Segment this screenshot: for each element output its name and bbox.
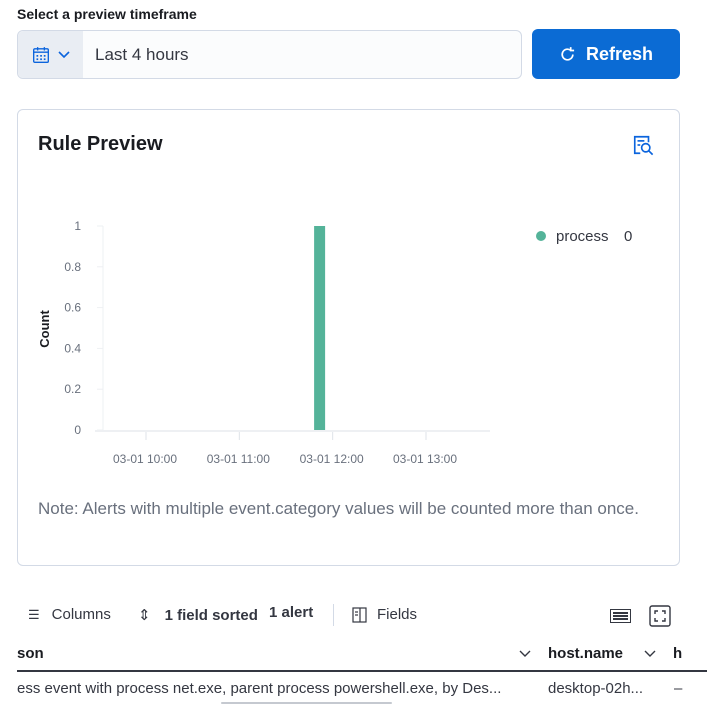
cell-host-name: desktop-02h...	[548, 680, 644, 697]
x-tick-label: 03-01 11:00	[207, 452, 270, 466]
y-tick-label: 1	[74, 219, 81, 233]
fullscreen-icon[interactable]	[649, 605, 671, 627]
list-icon: ☰	[28, 606, 40, 622]
legend-label[interactable]: process	[556, 228, 609, 245]
y-tick-label: 0.4	[64, 341, 81, 355]
column-header-reason[interactable]: son	[17, 645, 44, 662]
legend-value: 0	[624, 228, 632, 245]
calendar-icon	[32, 46, 49, 63]
fields-icon	[352, 606, 367, 623]
keyboard-icon[interactable]	[610, 609, 631, 623]
alert-count: 1 alert	[269, 604, 314, 621]
refresh-icon	[561, 46, 575, 61]
y-tick-label: 0.2	[64, 382, 81, 396]
sort-button[interactable]: ⇕ 1 field sorted	[138, 606, 258, 625]
column-header-next[interactable]: h	[673, 645, 683, 662]
y-tick-label: 0	[74, 423, 81, 437]
timeframe-value: Last 4 hours	[95, 44, 189, 64]
x-tick-label: 03-01 13:00	[393, 452, 457, 466]
fields-button[interactable]: Fields	[352, 606, 417, 623]
bar[interactable]	[314, 226, 326, 430]
chevron-down-icon[interactable]	[644, 650, 656, 658]
cell-reason: ess event with process net.exe, parent p…	[17, 680, 502, 697]
chevron-down-icon	[57, 50, 70, 58]
timeframe-picker[interactable]: Last 4 hours	[17, 30, 522, 79]
y-tick-label: 0.8	[64, 260, 81, 274]
header-divider	[17, 670, 707, 672]
inspect-icon[interactable]	[632, 134, 654, 156]
quick-select-button[interactable]	[18, 31, 83, 78]
legend-swatch	[536, 231, 546, 241]
divider	[333, 604, 334, 626]
y-tick-label: 0.6	[64, 301, 81, 315]
preview-note: Note: Alerts with multiple event.categor…	[38, 499, 639, 518]
column-header-host-name[interactable]: host.name	[548, 645, 624, 662]
columns-button[interactable]: ☰ Columns	[28, 606, 111, 623]
horizontal-scrollbar[interactable]	[221, 702, 392, 704]
chevron-down-icon[interactable]	[519, 650, 531, 658]
preview-chart: 0 0.2 0.4 0.6 0.8 1 03-01 10:00 03-01 11:00 03-0…	[37, 219, 632, 466]
rule-preview-panel	[17, 109, 680, 566]
cell-next: –	[674, 680, 683, 697]
x-tick-label: 03-01 12:00	[300, 452, 364, 466]
refresh-button[interactable]: Refresh	[532, 29, 680, 79]
timeframe-label: Select a preview timeframe	[17, 6, 197, 22]
refresh-label: Refresh	[585, 43, 654, 64]
y-axis-title: Count	[37, 310, 52, 348]
sort-icon: ⇕	[138, 607, 151, 624]
panel-title: Rule Preview	[38, 133, 163, 155]
x-tick-label: 03-01 10:00	[113, 452, 177, 466]
